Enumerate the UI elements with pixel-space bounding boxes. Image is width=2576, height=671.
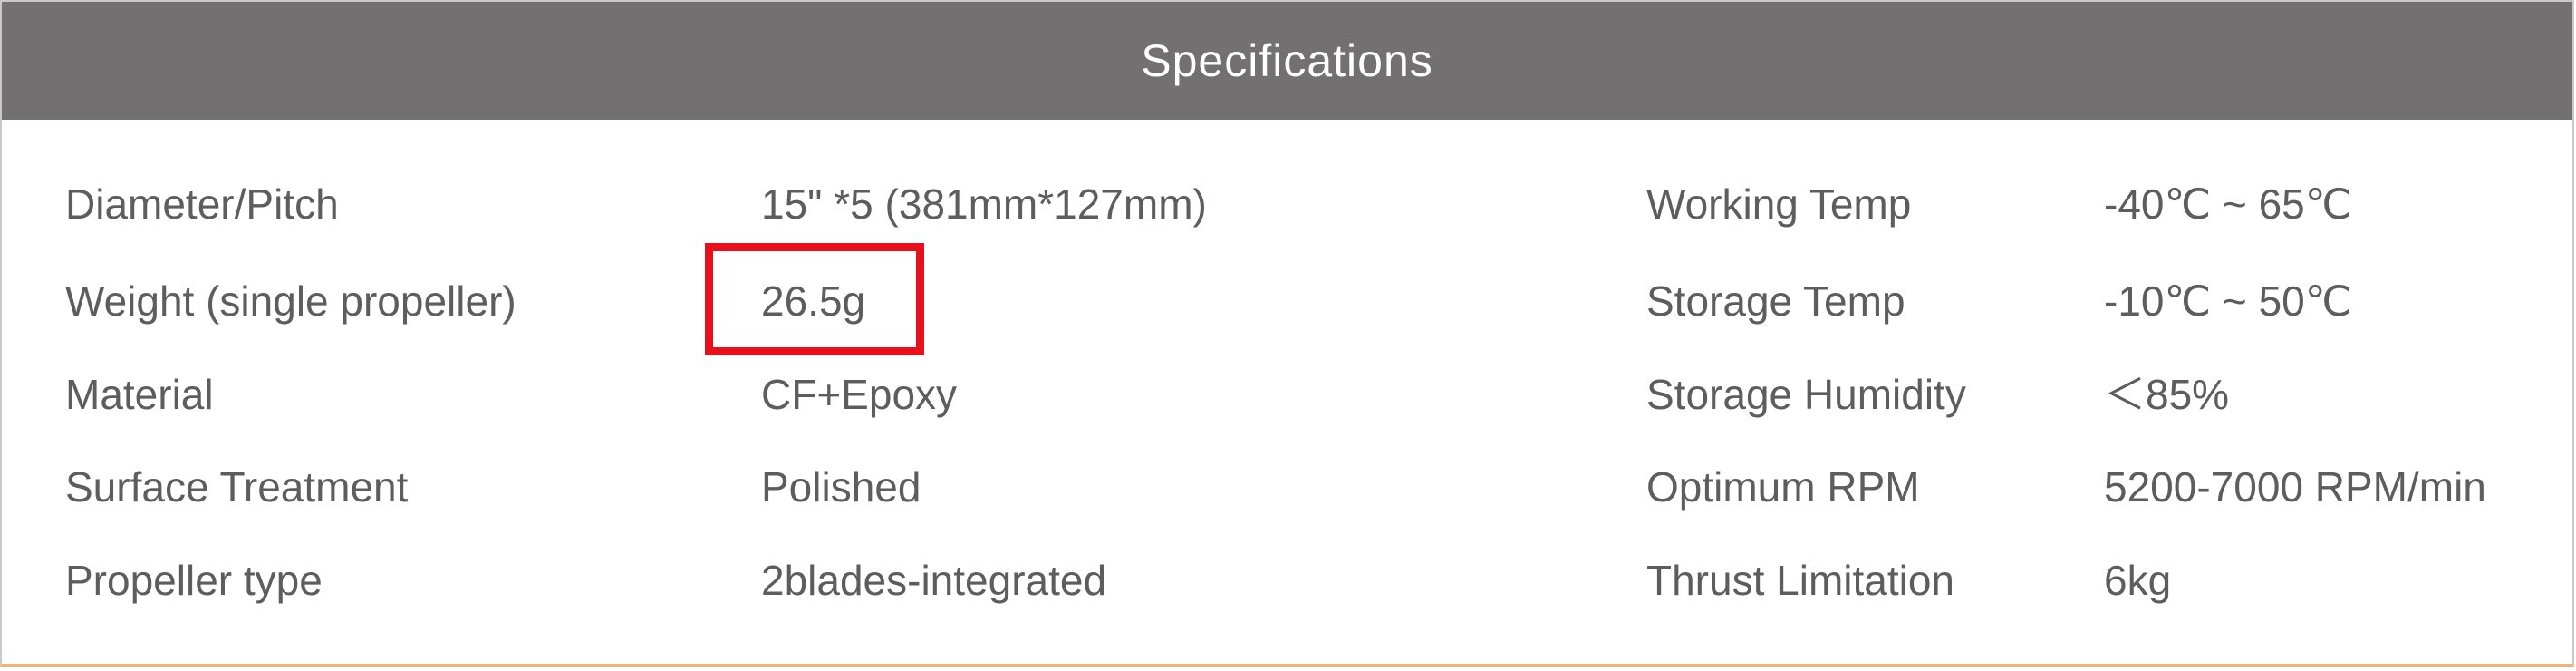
spec-value-storage-humidity: ＜85% (2104, 371, 2230, 418)
spec-label-working-temp: Working Temp (1646, 180, 1912, 228)
spec-row: Propeller type 2blades-integrated Thrust… (2, 544, 2572, 617)
spec-value-material: CF+Epoxy (761, 371, 958, 418)
spec-value-propeller-type: 2blades-integrated (761, 557, 1107, 604)
spec-label-thrust-limitation: Thrust Limitation (1646, 557, 1955, 604)
spec-row: Diameter/Pitch 15" *5 (381mm*127mm) Work… (2, 168, 2572, 240)
spec-value-weight: 26.5g (761, 277, 866, 325)
spec-value-optimum-rpm: 5200-7000 RPM/min (2104, 463, 2486, 511)
spec-label-surface-treatment: Surface Treatment (65, 463, 409, 511)
spec-row: Material CF+Epoxy Storage Humidity ＜85% (2, 358, 2572, 431)
spec-value-thrust-limitation: 6kg (2104, 557, 2172, 604)
spec-label-material: Material (65, 371, 214, 418)
spec-value-working-temp: -40℃ ~ 65℃ (2104, 180, 2352, 228)
spec-label-propeller-type: Propeller type (65, 557, 323, 604)
spec-value-surface-treatment: Polished (761, 463, 921, 511)
weight-highlight-box (705, 243, 924, 355)
specifications-title: Specifications (1141, 35, 1433, 86)
spec-label-storage-humidity: Storage Humidity (1646, 371, 1966, 418)
specifications-header: Specifications (2, 2, 2572, 120)
spec-value-storage-temp: -10℃ ~ 50℃ (2104, 277, 2352, 325)
spec-label-weight: Weight (single propeller) (65, 277, 516, 325)
spec-label-optimum-rpm: Optimum RPM (1646, 463, 1920, 511)
spec-label-diameter-pitch: Diameter/Pitch (65, 180, 339, 228)
spec-value-diameter-pitch: 15" *5 (381mm*127mm) (761, 180, 1207, 228)
spec-label-storage-temp: Storage Temp (1646, 277, 1905, 325)
spec-row: Surface Treatment Polished Optimum RPM 5… (2, 451, 2572, 523)
spec-row: Weight (single propeller) 26.5g Storage … (2, 265, 2572, 337)
